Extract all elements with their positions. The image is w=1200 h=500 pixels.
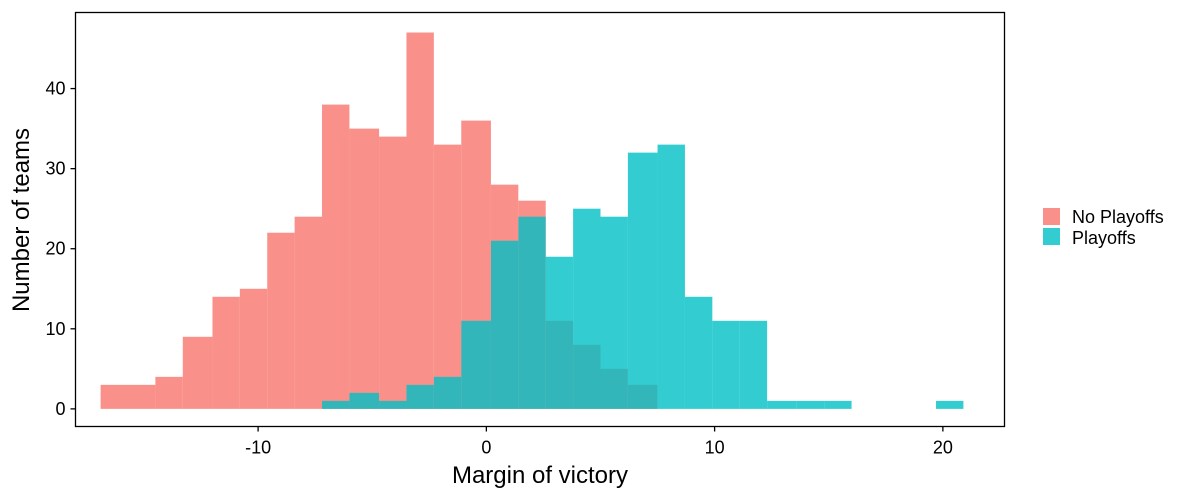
y-tick-label: 20 [45, 239, 65, 259]
bar-playoffs [739, 320, 768, 409]
bar-no-playoffs [379, 136, 407, 409]
bar-playoffs [322, 400, 350, 409]
bar-playoffs [684, 296, 713, 409]
x-tick-label: 20 [933, 438, 953, 458]
bar-playoffs [545, 256, 574, 409]
bar-no-playoffs [155, 376, 183, 409]
bar-playoffs [600, 216, 628, 409]
bar-playoffs [824, 400, 852, 409]
y-tick-label: 0 [55, 399, 65, 419]
legend: No Playoffs Playoffs [1043, 207, 1164, 248]
bar-playoffs [936, 400, 964, 409]
plot-panel-border [74, 11, 1006, 428]
bar-playoffs [627, 152, 658, 409]
bar-playoffs [433, 376, 462, 409]
bar-no-playoffs [127, 384, 156, 409]
bar-playoffs [379, 400, 407, 409]
bar-playoffs [518, 216, 546, 409]
bar-playoffs [712, 320, 740, 409]
x-tick-label: 10 [705, 438, 725, 458]
bar-playoffs [657, 144, 685, 409]
y-tick-label: 10 [45, 319, 65, 339]
bar-no-playoffs [267, 232, 295, 409]
bar-playoffs [796, 400, 825, 409]
bar-no-playoffs [406, 32, 434, 409]
x-tick-label: -10 [245, 438, 271, 458]
bar-no-playoffs [294, 216, 323, 409]
x-axis-title: Margin of victory [452, 462, 628, 489]
bar-no-playoffs [182, 336, 213, 409]
bar-no-playoffs [212, 296, 240, 409]
legend-label-playoffs: Playoffs [1072, 228, 1136, 248]
legend-swatch-playoffs [1043, 228, 1060, 245]
y-tick-label: 40 [45, 79, 65, 99]
bar-playoffs [406, 384, 434, 409]
bar-playoffs [767, 400, 797, 409]
y-axis-title: Number of teams [8, 128, 35, 312]
series-playoffs-bars [322, 144, 964, 409]
bar-playoffs [573, 208, 601, 409]
bar-no-playoffs [433, 144, 462, 409]
bar-no-playoffs [239, 288, 268, 409]
bar-playoffs [490, 240, 519, 409]
legend-swatch-no-playoffs [1043, 208, 1060, 225]
x-tick-label: 0 [481, 438, 491, 458]
x-axis: -10 0 10 20 [245, 426, 953, 458]
bar-playoffs [349, 392, 380, 409]
bar-no-playoffs [100, 384, 128, 409]
y-tick-label: 30 [45, 159, 65, 179]
bar-no-playoffs [349, 128, 380, 409]
bar-playoffs [461, 320, 491, 409]
legend-label-no-playoffs: No Playoffs [1072, 207, 1164, 227]
bar-no-playoffs [322, 104, 350, 409]
y-axis: 0 10 20 30 40 [45, 79, 76, 419]
